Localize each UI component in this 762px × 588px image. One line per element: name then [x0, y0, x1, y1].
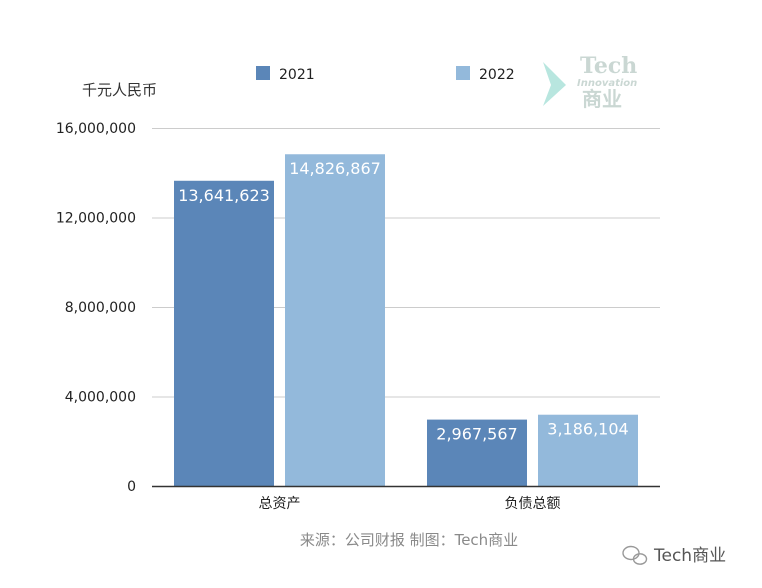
watermark-line2: Innovation — [577, 78, 637, 89]
y-axis-ticks: 0 4,000,000 8,000,000 12,000,000 16,000,000 — [56, 121, 136, 495]
y-tick-label: 4,000,000 — [65, 390, 136, 406]
x-axis-categories: 总资产 负债总额 — [259, 496, 561, 512]
bar — [538, 414, 638, 486]
bar-data-label: 14,826,867 — [289, 159, 381, 178]
wechat-icon — [622, 545, 648, 565]
legend-label-2022: 2022 — [479, 67, 515, 83]
bar-data-label: 13,641,623 — [178, 186, 270, 205]
y-tick-label: 0 — [127, 479, 136, 495]
x-category-label: 总资产 — [259, 496, 301, 512]
watermark-logo: Tech Innovation 商业 — [543, 53, 637, 111]
bar-data-label: 3,186,104 — [547, 420, 628, 439]
bar-data-label: 2,967,567 — [436, 425, 517, 444]
bar-labels: 13,641,623 14,826,867 2,967,567 3,186,104 — [178, 159, 629, 443]
watermark-arrow-icon — [543, 62, 566, 106]
bar — [427, 419, 527, 486]
footer-brand-text: Tech商业 — [653, 546, 726, 566]
bar — [174, 180, 274, 487]
bars — [174, 154, 638, 487]
footer-brand: Tech商业 — [622, 545, 726, 566]
y-tick-label: 16,000,000 — [56, 121, 136, 137]
unit-label: 千元人民币 — [82, 81, 157, 99]
legend: 2021 2022 — [256, 66, 515, 83]
legend-swatch-2022 — [456, 66, 470, 80]
legend-label-2021: 2021 — [279, 67, 315, 83]
watermark-line3: 商业 — [582, 87, 622, 111]
x-category-label: 负债总额 — [505, 496, 561, 512]
y-tick-label: 8,000,000 — [65, 300, 136, 316]
watermark-line1: Tech — [580, 53, 637, 79]
legend-swatch-2021 — [256, 66, 270, 80]
bar — [285, 154, 385, 487]
y-tick-label: 12,000,000 — [56, 211, 136, 227]
source-text: 来源：公司财报 制图：Tech商业 — [300, 531, 518, 549]
